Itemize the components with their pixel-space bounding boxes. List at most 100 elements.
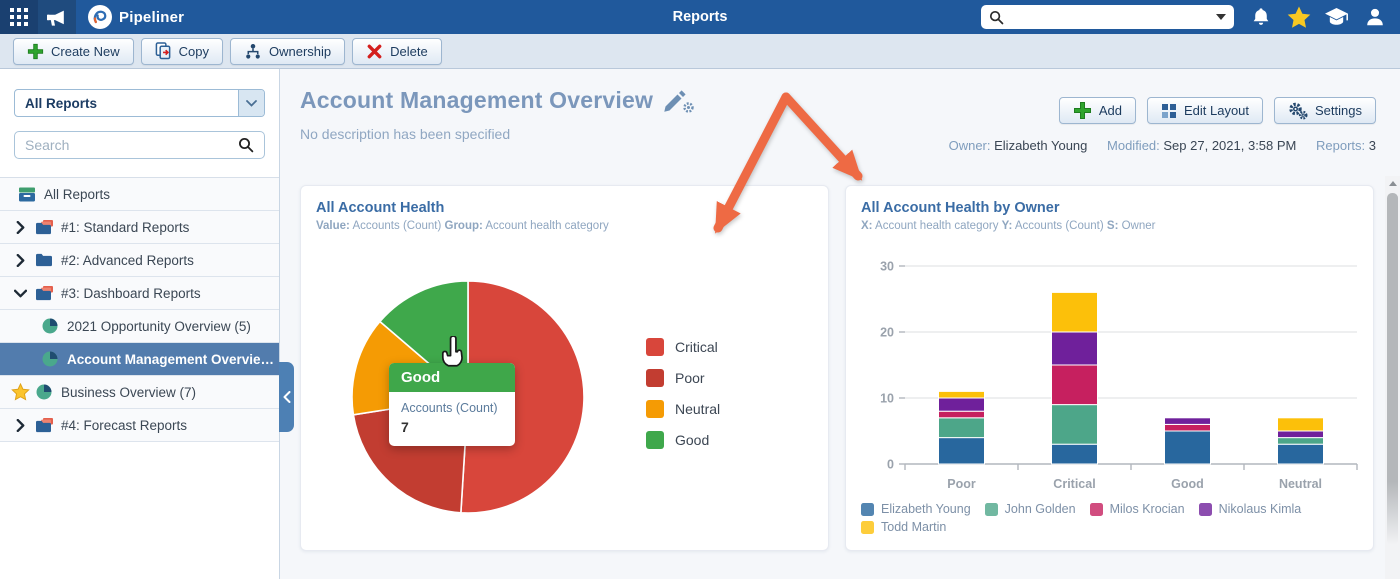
sidebar-item-2021-opportunity-overview-5[interactable]: 2021 Opportunity Overview (5) (0, 310, 279, 343)
sidebar-item-3-dashboard-reports[interactable]: #3: Dashboard Reports (0, 277, 279, 310)
bar-segment-poor-todd-martin[interactable] (938, 390, 985, 399)
graduation-cap-icon (1325, 7, 1348, 25)
stacked-bar-chart: 0 10 20 30 Poor Critical Good Neutral (880, 260, 1358, 491)
reports-count-label: Reports: (1316, 138, 1366, 153)
legend-item-elizabeth-young[interactable]: Elizabeth Young (861, 502, 971, 516)
reports-tree: All Reports #1: Standard Reports #2: Advan… (0, 177, 279, 442)
bar-segment-neutral-elizabeth-young[interactable] (1277, 443, 1324, 465)
scrollbar-thumb[interactable] (1387, 193, 1398, 545)
bar-segment-neutral-nikolaus-kimla[interactable] (1277, 430, 1324, 439)
bar-segment-good-nikolaus-kimla[interactable] (1164, 417, 1211, 425)
brand[interactable]: Pipeliner (88, 5, 184, 29)
bar-segment-poor-milos-krocian[interactable] (938, 410, 985, 419)
edit-pencil-icon[interactable] (663, 87, 695, 114)
bar-segment-neutral-john-golden[interactable] (1277, 437, 1324, 445)
sidebar-collapse-handle[interactable] (279, 362, 294, 432)
bar-segment-poor-nikolaus-kimla[interactable] (938, 397, 985, 412)
delete-button[interactable]: Delete (352, 37, 442, 65)
bar-segment-critical-todd-martin[interactable] (1051, 291, 1098, 333)
top-bar: Pipeliner Reports (0, 0, 1400, 34)
legend-item-todd-martin[interactable]: Todd Martin (861, 520, 946, 534)
create-new-button[interactable]: Create New (13, 37, 134, 65)
ownership-button[interactable]: Ownership (230, 37, 346, 65)
ownership-label: Ownership (269, 43, 332, 59)
add-button[interactable]: Add (1058, 97, 1136, 124)
pie-slice-critical[interactable] (460, 280, 585, 514)
bar-segment-critical-john-golden[interactable] (1051, 404, 1098, 445)
legend-item-poor[interactable]: Poor (646, 369, 720, 387)
legend-label: Poor (675, 370, 705, 386)
user-icon (1366, 8, 1383, 26)
x-axis-category-label: Poor (947, 477, 976, 491)
legend-label: Good (675, 432, 710, 448)
search-icon (989, 10, 1004, 24)
legend-item-critical[interactable]: Critical (646, 338, 720, 356)
legend-swatch (646, 369, 664, 387)
tooltip-title: Good (389, 363, 515, 392)
pie-legend: Critical Poor Neutral Good (646, 338, 720, 449)
bar-segment-critical-milos-krocian[interactable] (1051, 364, 1098, 406)
chevron-down-icon[interactable] (8, 289, 32, 298)
edit-layout-button[interactable]: Edit Layout (1146, 97, 1264, 124)
bar-segment-poor-elizabeth-young[interactable] (938, 437, 985, 465)
copy-label: Copy (178, 43, 209, 59)
settings-label: Settings (1315, 103, 1362, 118)
report-filter-select[interactable]: All Reports (14, 89, 265, 117)
bar-segment-good-elizabeth-young[interactable] (1164, 430, 1211, 465)
sidebar-item-2-advanced-reports[interactable]: #2: Advanced Reports (0, 244, 279, 277)
global-search-input[interactable] (1010, 9, 1210, 25)
sidebar-item-label: Business Overview (7) (61, 384, 197, 400)
scrollbar-up-arrow[interactable] (1385, 176, 1400, 191)
sidebar-item-label: #4: Forecast Reports (61, 417, 188, 433)
pie-icon (32, 384, 56, 400)
sidebar-item-4-forecast-reports[interactable]: #4: Forecast Reports (0, 409, 279, 442)
owner-value: Elizabeth Young (994, 138, 1088, 153)
bar-segment-critical-nikolaus-kimla[interactable] (1051, 331, 1098, 366)
legend-swatch (861, 502, 874, 516)
gear-icon (1289, 102, 1308, 120)
legend-item-neutral[interactable]: Neutral (646, 400, 720, 418)
create-new-label: Create New (51, 43, 120, 59)
pipeliner-logo-icon (88, 5, 112, 29)
legend-swatch (646, 338, 664, 356)
pie-chart-card: All Account Health Value: Accounts (Coun… (300, 185, 829, 551)
favorites-button[interactable] (1285, 4, 1312, 31)
announcements-button[interactable] (38, 0, 76, 34)
sidebar-item-label: Account Management Overvie… (67, 351, 275, 367)
legend-item-milos-krocian[interactable]: Milos Krocian (1089, 502, 1185, 516)
main-scrollbar[interactable] (1385, 176, 1400, 579)
chevron-right-icon[interactable] (8, 253, 32, 267)
learning-button[interactable] (1323, 4, 1350, 31)
sidebar-search[interactable] (14, 131, 265, 159)
search-icon (239, 138, 254, 153)
sidebar-search-input[interactable] (25, 137, 238, 153)
favorite-star-icon[interactable] (8, 383, 32, 401)
profile-button[interactable] (1361, 4, 1388, 31)
legend-swatch (646, 431, 664, 449)
legend-swatch (1198, 502, 1212, 516)
legend-item-nikolaus-kimla[interactable]: Nikolaus Kimla (1198, 502, 1301, 516)
bar-segment-good-milos-krocian[interactable] (1164, 423, 1211, 432)
global-search[interactable] (981, 5, 1234, 29)
notifications-button[interactable] (1247, 4, 1274, 31)
chevron-down-icon[interactable] (238, 90, 264, 116)
sidebar-item-account-management-overvie[interactable]: Account Management Overvie… (0, 343, 279, 376)
sidebar-item-all-reports[interactable]: All Reports (0, 178, 279, 211)
sidebar-item-business-overview-7[interactable]: Business Overview (7) (0, 376, 279, 409)
apps-grid-button[interactable] (0, 0, 38, 34)
chevron-right-icon[interactable] (8, 220, 32, 234)
copy-button[interactable]: Copy (140, 37, 223, 65)
x-axis-category-label: Neutral (1279, 477, 1322, 491)
bar-segment-poor-john-golden[interactable] (938, 417, 985, 439)
sidebar-item-label: #1: Standard Reports (61, 219, 190, 235)
chevron-right-icon[interactable] (8, 418, 32, 432)
search-dropdown-caret-icon[interactable] (1216, 14, 1226, 20)
legend-item-good[interactable]: Good (646, 431, 720, 449)
chart-tooltip: Good Accounts (Count) 7 (389, 363, 515, 446)
legend-item-john-golden[interactable]: John Golden (984, 502, 1076, 516)
sidebar-item-1-standard-reports[interactable]: #1: Standard Reports (0, 211, 279, 244)
bar-segment-neutral-todd-martin[interactable] (1277, 417, 1324, 432)
bar-card-title: All Account Health by Owner (861, 200, 1060, 216)
bar-segment-critical-elizabeth-young[interactable] (1051, 443, 1098, 465)
settings-button[interactable]: Settings (1274, 97, 1376, 124)
